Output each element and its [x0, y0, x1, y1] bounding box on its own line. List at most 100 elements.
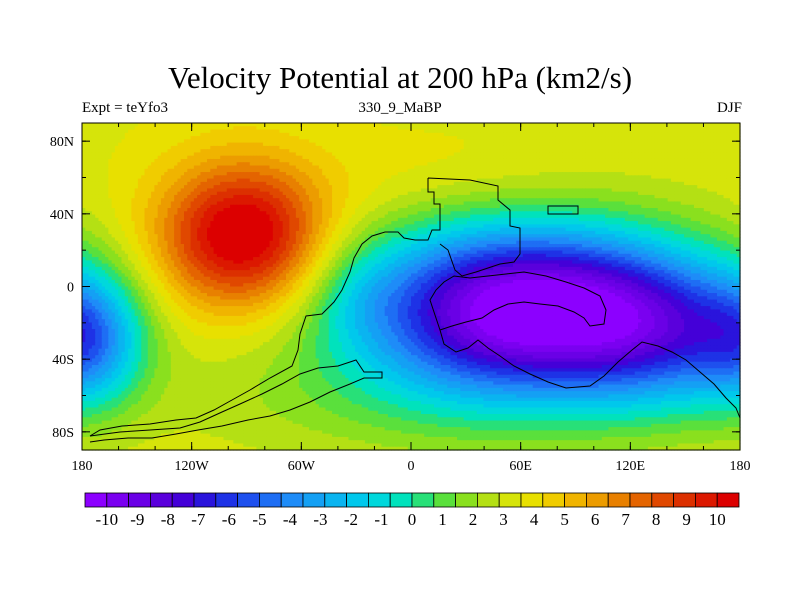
field-cell	[601, 129, 606, 134]
field-cell	[295, 172, 300, 176]
field-cell	[697, 123, 702, 127]
field-cell	[285, 152, 290, 157]
field-cell	[638, 194, 642, 199]
field-cell	[542, 188, 547, 193]
field-cell	[529, 201, 534, 206]
field-cell	[101, 198, 106, 203]
field-cell	[578, 201, 583, 206]
field-cell	[151, 198, 155, 203]
field-cell	[200, 194, 205, 199]
field-cell	[170, 201, 175, 206]
field-cell	[322, 155, 327, 160]
field-cell	[276, 198, 280, 203]
field-cell	[177, 129, 182, 134]
field-cell	[631, 123, 636, 127]
field-cell	[295, 188, 300, 193]
field-cell	[111, 185, 116, 189]
field-cell	[134, 172, 139, 176]
field-cell	[483, 185, 488, 189]
field-cell	[114, 129, 119, 134]
field-cell	[641, 168, 646, 173]
field-cell	[687, 165, 692, 170]
field-cell	[411, 145, 415, 150]
field-cell	[315, 152, 320, 157]
field-cell	[539, 172, 544, 176]
field-cell	[601, 201, 606, 206]
field-cell	[578, 149, 583, 154]
field-cell	[499, 191, 504, 196]
field-cell	[565, 142, 570, 147]
field-cell	[519, 198, 524, 203]
field-cell	[480, 172, 484, 176]
field-cell	[249, 152, 254, 157]
field-cell	[585, 201, 590, 206]
field-cell	[203, 158, 208, 163]
field-cell	[638, 145, 642, 150]
field-cell	[315, 185, 320, 189]
field-cell	[312, 139, 317, 144]
field-cell	[578, 178, 583, 183]
field-cell	[654, 136, 659, 140]
field-cell	[233, 191, 238, 196]
field-cell	[302, 194, 307, 199]
field-cell	[105, 181, 109, 186]
field-cell	[529, 123, 534, 127]
field-cell	[730, 178, 735, 183]
field-cell	[542, 172, 547, 176]
field-cell	[91, 145, 96, 150]
field-cell	[141, 168, 146, 173]
field-cell	[710, 188, 715, 193]
field-cell	[437, 165, 442, 170]
field-cell	[670, 152, 675, 157]
field-cell	[85, 145, 90, 150]
field-cell	[246, 139, 251, 144]
field-cell	[170, 168, 175, 173]
field-cell	[624, 194, 629, 199]
field-cell	[302, 172, 307, 176]
field-cell	[378, 158, 382, 163]
field-cell	[236, 162, 241, 167]
field-cell	[443, 129, 448, 134]
field-cell	[605, 123, 609, 127]
field-cell	[381, 155, 386, 160]
field-cell	[401, 172, 406, 176]
field-cell	[91, 162, 96, 167]
field-cell	[239, 172, 244, 176]
field-cell	[614, 181, 619, 186]
field-cell	[545, 158, 550, 163]
field-cell	[147, 172, 152, 176]
field-cell	[730, 185, 735, 189]
field-cell	[226, 194, 231, 199]
field-cell	[651, 191, 656, 196]
field-cell	[736, 168, 741, 173]
field-cell	[555, 191, 560, 196]
field-cell	[282, 123, 287, 127]
field-cell	[598, 198, 603, 203]
field-cell	[440, 145, 445, 150]
field-cell	[137, 132, 142, 137]
field-cell	[95, 194, 100, 199]
field-cell	[453, 145, 458, 150]
field-cell	[190, 155, 195, 160]
field-cell	[285, 158, 290, 163]
field-cell	[335, 142, 340, 147]
field-cell	[351, 158, 356, 163]
field-cell	[539, 185, 544, 189]
field-cell	[335, 129, 340, 134]
field-cell	[404, 155, 409, 160]
field-cell	[476, 126, 481, 131]
field-cell	[397, 152, 402, 157]
field-cell	[200, 152, 205, 157]
field-cell	[614, 145, 619, 150]
field-cell	[565, 172, 570, 176]
field-cell	[302, 126, 307, 131]
field-cell	[687, 198, 692, 203]
field-cell	[98, 126, 103, 131]
field-cell	[210, 162, 215, 167]
field-cell	[526, 139, 531, 144]
field-cell	[559, 123, 563, 127]
field-cell	[391, 181, 396, 186]
field-cell	[638, 181, 642, 186]
field-cell	[213, 139, 218, 144]
field-cell	[434, 172, 438, 176]
